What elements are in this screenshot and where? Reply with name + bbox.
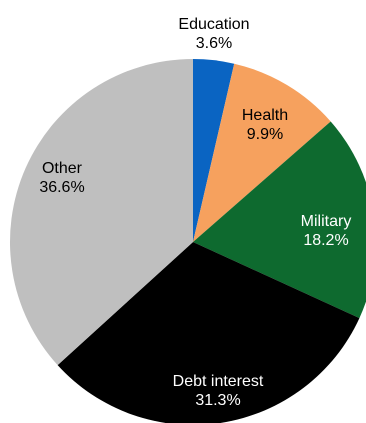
pie-label-value: 36.6% [39,179,84,196]
pie-label-value: 18.2% [303,232,348,249]
pie-label-name: Other [42,160,83,177]
pie-label-name: Debt interest [173,373,264,390]
pie-label-health: Health 9.9% [242,107,288,143]
pie-slices [9,59,366,423]
pie-label-value: 9.9% [247,126,283,143]
pie-slice-education [193,59,235,242]
pie-label-value: 31.3% [195,392,240,409]
pie-label-other: Other 36.6% [39,160,84,196]
pie-label-name: Military [301,213,352,230]
pie-slice-military [193,121,366,319]
pie-label-education: Education 3.6% [178,16,249,52]
pie-label-debt-interest: Debt interest 31.3% [173,373,264,409]
pie-slice-health [193,63,331,243]
pie-slice-other [9,59,193,366]
pie-label-name: Education [178,16,249,33]
pie-labels: Education 3.6% Health 9.9% Military 18.2% Debt… [39,16,351,409]
pie-label-military: Military 18.2% [301,213,352,249]
pie-label-value: 3.6% [196,35,232,52]
pie-label-name: Health [242,107,288,124]
pie-slice-debt-interest [57,242,360,423]
